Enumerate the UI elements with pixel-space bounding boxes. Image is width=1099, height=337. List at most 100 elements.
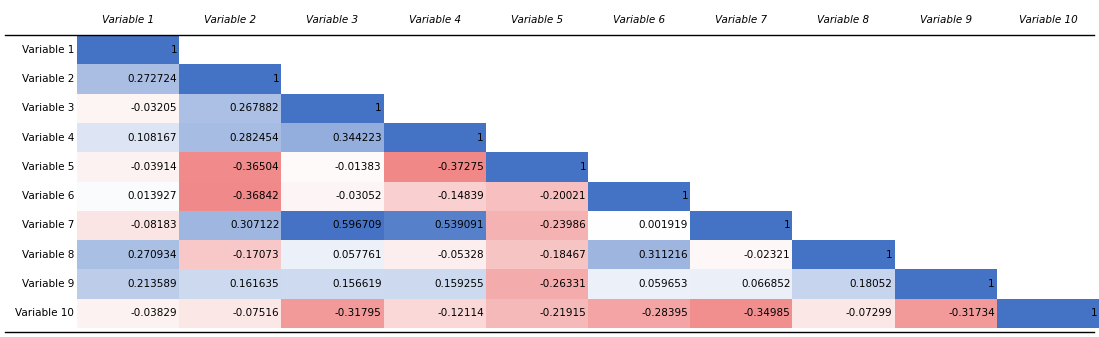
Text: Variable 6: Variable 6 <box>613 15 665 25</box>
Text: Variable 2: Variable 2 <box>22 74 74 84</box>
Bar <box>588 211 690 240</box>
Text: -0.18467: -0.18467 <box>540 250 586 260</box>
Bar <box>792 299 895 328</box>
Text: 1: 1 <box>375 103 381 113</box>
Text: 0.344223: 0.344223 <box>332 132 381 143</box>
Text: -0.03914: -0.03914 <box>131 162 177 172</box>
Text: 0.108167: 0.108167 <box>127 132 177 143</box>
Bar <box>384 240 486 269</box>
Text: Variable 10: Variable 10 <box>15 308 74 318</box>
Bar <box>179 211 281 240</box>
Bar <box>690 269 792 299</box>
Text: 1: 1 <box>1090 308 1097 318</box>
Text: -0.23986: -0.23986 <box>540 220 586 231</box>
Text: -0.03829: -0.03829 <box>131 308 177 318</box>
Text: 1: 1 <box>579 162 586 172</box>
Bar <box>792 269 895 299</box>
Bar <box>281 240 384 269</box>
Bar <box>997 299 1099 328</box>
Text: -0.07299: -0.07299 <box>846 308 892 318</box>
Text: -0.37275: -0.37275 <box>437 162 484 172</box>
Bar <box>895 299 997 328</box>
Text: 0.267882: 0.267882 <box>230 103 279 113</box>
Text: Variable 6: Variable 6 <box>22 191 74 201</box>
Text: Variable 1: Variable 1 <box>22 44 74 55</box>
Text: -0.31795: -0.31795 <box>335 308 381 318</box>
Text: 1: 1 <box>886 250 892 260</box>
Bar <box>281 94 384 123</box>
Bar <box>384 299 486 328</box>
Text: -0.05328: -0.05328 <box>437 250 484 260</box>
Bar <box>281 182 384 211</box>
Bar <box>281 299 384 328</box>
Bar <box>179 64 281 94</box>
Text: -0.14839: -0.14839 <box>437 191 484 201</box>
Bar <box>179 94 281 123</box>
Bar <box>179 152 281 182</box>
Bar <box>77 152 179 182</box>
Bar <box>77 35 179 64</box>
Bar <box>486 211 588 240</box>
Bar <box>77 123 179 152</box>
Bar <box>77 182 179 211</box>
Text: 1: 1 <box>170 44 177 55</box>
Text: 1: 1 <box>477 132 484 143</box>
Text: 0.013927: 0.013927 <box>127 191 177 201</box>
Text: 0.001919: 0.001919 <box>639 220 688 231</box>
Text: 0.213589: 0.213589 <box>127 279 177 289</box>
Bar <box>77 240 179 269</box>
Bar <box>588 299 690 328</box>
Text: Variable 9: Variable 9 <box>22 279 74 289</box>
Bar <box>384 269 486 299</box>
Bar <box>486 182 588 211</box>
Bar <box>281 269 384 299</box>
Bar <box>384 211 486 240</box>
Bar <box>895 269 997 299</box>
Bar <box>384 152 486 182</box>
Bar <box>77 94 179 123</box>
Bar <box>179 123 281 152</box>
Text: 0.159255: 0.159255 <box>434 279 484 289</box>
Text: -0.34985: -0.34985 <box>744 308 790 318</box>
Bar <box>281 211 384 240</box>
Text: -0.36842: -0.36842 <box>233 191 279 201</box>
Text: Variable 7: Variable 7 <box>22 220 74 231</box>
Bar <box>281 123 384 152</box>
Text: 0.156619: 0.156619 <box>332 279 381 289</box>
Bar <box>77 299 179 328</box>
Bar <box>77 64 179 94</box>
Text: 0.307122: 0.307122 <box>230 220 279 231</box>
Bar <box>384 182 486 211</box>
Bar <box>486 240 588 269</box>
Text: -0.07516: -0.07516 <box>233 308 279 318</box>
Text: Variable 5: Variable 5 <box>22 162 74 172</box>
Text: 0.066852: 0.066852 <box>741 279 790 289</box>
Text: Variable 8: Variable 8 <box>22 250 74 260</box>
Bar <box>281 152 384 182</box>
Text: 1: 1 <box>273 74 279 84</box>
Text: Variable 4: Variable 4 <box>22 132 74 143</box>
Bar <box>486 269 588 299</box>
Bar <box>384 123 486 152</box>
Bar <box>77 269 179 299</box>
Bar <box>690 211 792 240</box>
Bar <box>179 299 281 328</box>
Text: -0.36504: -0.36504 <box>233 162 279 172</box>
Text: -0.31734: -0.31734 <box>948 308 995 318</box>
Text: 0.270934: 0.270934 <box>127 250 177 260</box>
Text: -0.17073: -0.17073 <box>233 250 279 260</box>
Text: 0.18052: 0.18052 <box>850 279 892 289</box>
Text: -0.01383: -0.01383 <box>335 162 381 172</box>
Text: -0.08183: -0.08183 <box>131 220 177 231</box>
Text: 1: 1 <box>681 191 688 201</box>
Text: 0.272724: 0.272724 <box>127 74 177 84</box>
Text: Variable 8: Variable 8 <box>818 15 869 25</box>
Text: 0.539091: 0.539091 <box>434 220 484 231</box>
Text: 0.596709: 0.596709 <box>332 220 381 231</box>
Bar <box>588 240 690 269</box>
Bar <box>179 182 281 211</box>
Bar <box>77 211 179 240</box>
Text: 0.311216: 0.311216 <box>639 250 688 260</box>
Text: 0.057761: 0.057761 <box>332 250 381 260</box>
Text: 1: 1 <box>784 220 790 231</box>
